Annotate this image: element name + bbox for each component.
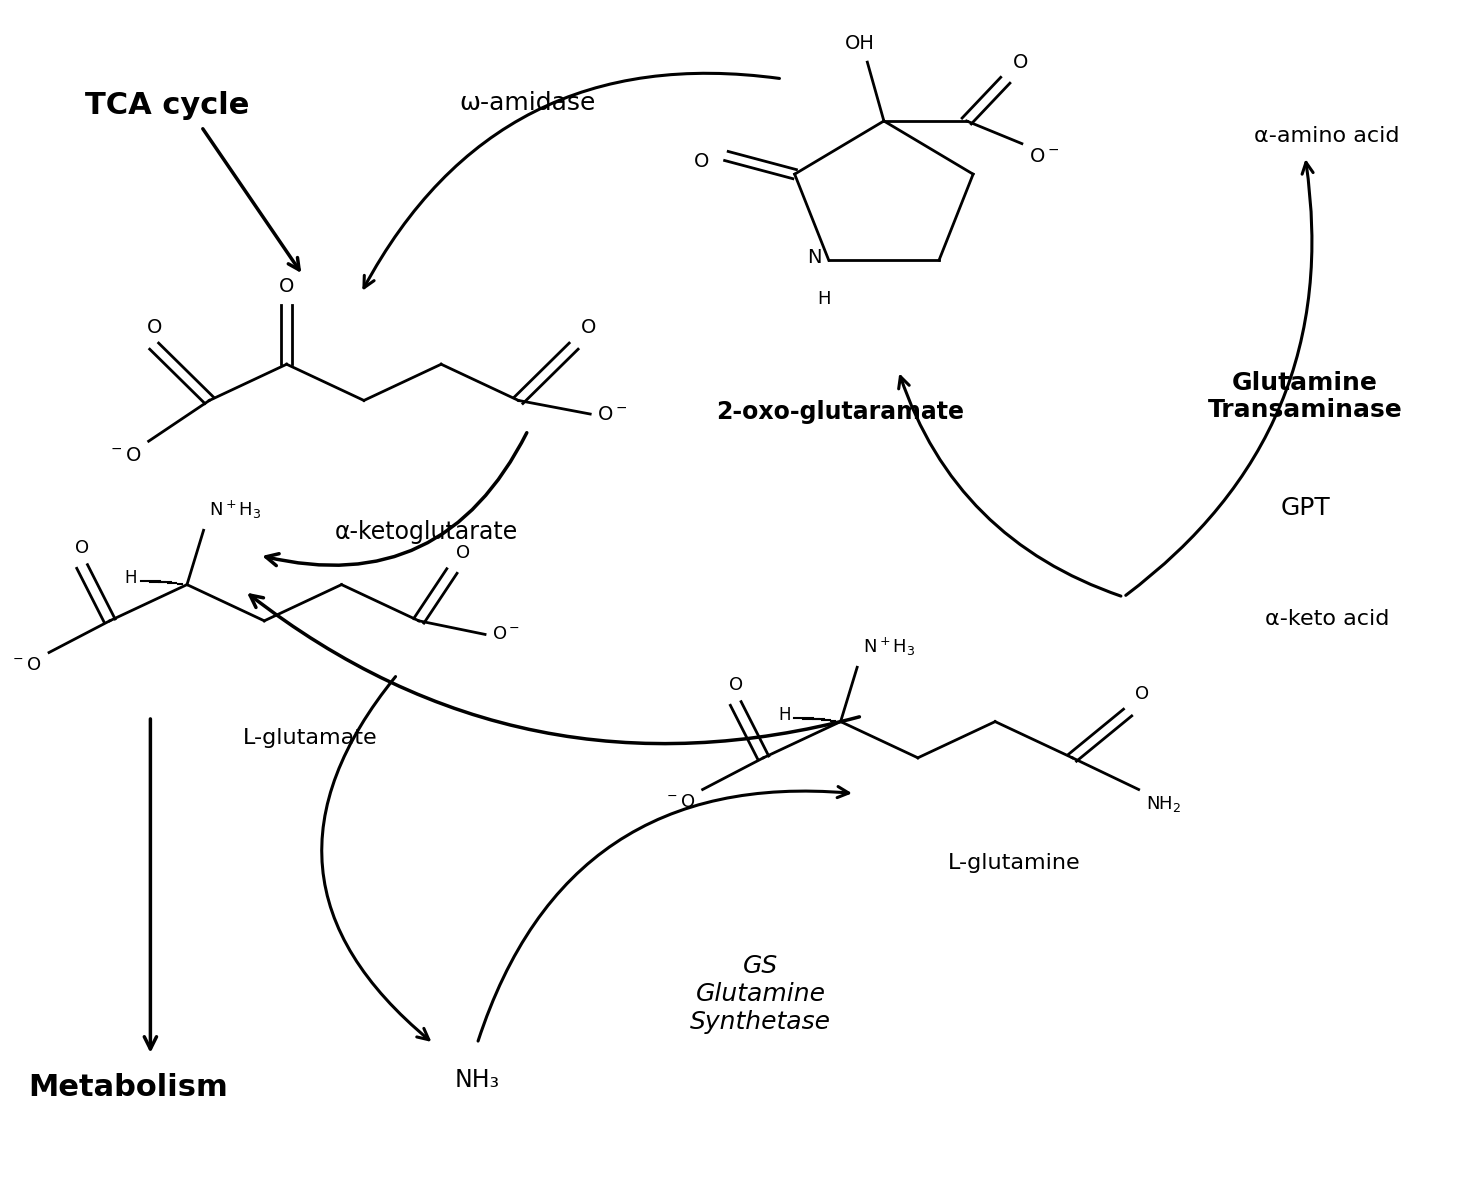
Text: H: H bbox=[125, 568, 137, 586]
Text: O$^-$: O$^-$ bbox=[598, 405, 627, 424]
Text: GPT: GPT bbox=[1280, 496, 1331, 519]
Text: NH₃: NH₃ bbox=[455, 1067, 500, 1091]
Text: O: O bbox=[581, 318, 597, 337]
Text: Metabolism: Metabolism bbox=[29, 1073, 229, 1102]
Text: O: O bbox=[279, 277, 295, 296]
Text: O: O bbox=[693, 153, 709, 172]
Text: O: O bbox=[1135, 685, 1150, 703]
Text: H: H bbox=[779, 706, 791, 724]
Text: O: O bbox=[457, 543, 470, 561]
Text: L-glutamine: L-glutamine bbox=[948, 853, 1081, 873]
Text: O: O bbox=[728, 676, 743, 694]
Text: H: H bbox=[817, 290, 832, 308]
Text: $^-$O: $^-$O bbox=[10, 656, 42, 675]
Text: 2-oxo-glutaramate: 2-oxo-glutaramate bbox=[716, 400, 964, 424]
Text: $^-$O: $^-$O bbox=[108, 445, 142, 464]
Text: O: O bbox=[1013, 53, 1029, 72]
Text: N: N bbox=[807, 248, 821, 267]
Text: N$^+$H$_3$: N$^+$H$_3$ bbox=[862, 635, 915, 658]
Text: NH$_2$: NH$_2$ bbox=[1145, 794, 1182, 814]
Text: α-amino acid: α-amino acid bbox=[1255, 127, 1399, 147]
Text: α-keto acid: α-keto acid bbox=[1265, 609, 1389, 629]
Text: L-glutamate: L-glutamate bbox=[242, 728, 378, 747]
Text: GS
Glutamine
Synthetase: GS Glutamine Synthetase bbox=[690, 954, 832, 1034]
Text: α-ketoglutarate: α-ketoglutarate bbox=[334, 519, 518, 543]
Text: O$^-$: O$^-$ bbox=[492, 626, 521, 644]
Text: O: O bbox=[146, 318, 162, 337]
Text: OH: OH bbox=[845, 33, 875, 53]
Text: TCA cycle: TCA cycle bbox=[85, 91, 249, 119]
Text: O$^-$: O$^-$ bbox=[1029, 147, 1059, 166]
Text: ω-amidase: ω-amidase bbox=[460, 91, 597, 115]
Text: Glutamine
Transaminase: Glutamine Transaminase bbox=[1208, 370, 1402, 423]
Text: $^-$O: $^-$O bbox=[664, 793, 696, 811]
Text: N$^+$H$_3$: N$^+$H$_3$ bbox=[210, 498, 261, 521]
Text: O: O bbox=[74, 538, 89, 556]
